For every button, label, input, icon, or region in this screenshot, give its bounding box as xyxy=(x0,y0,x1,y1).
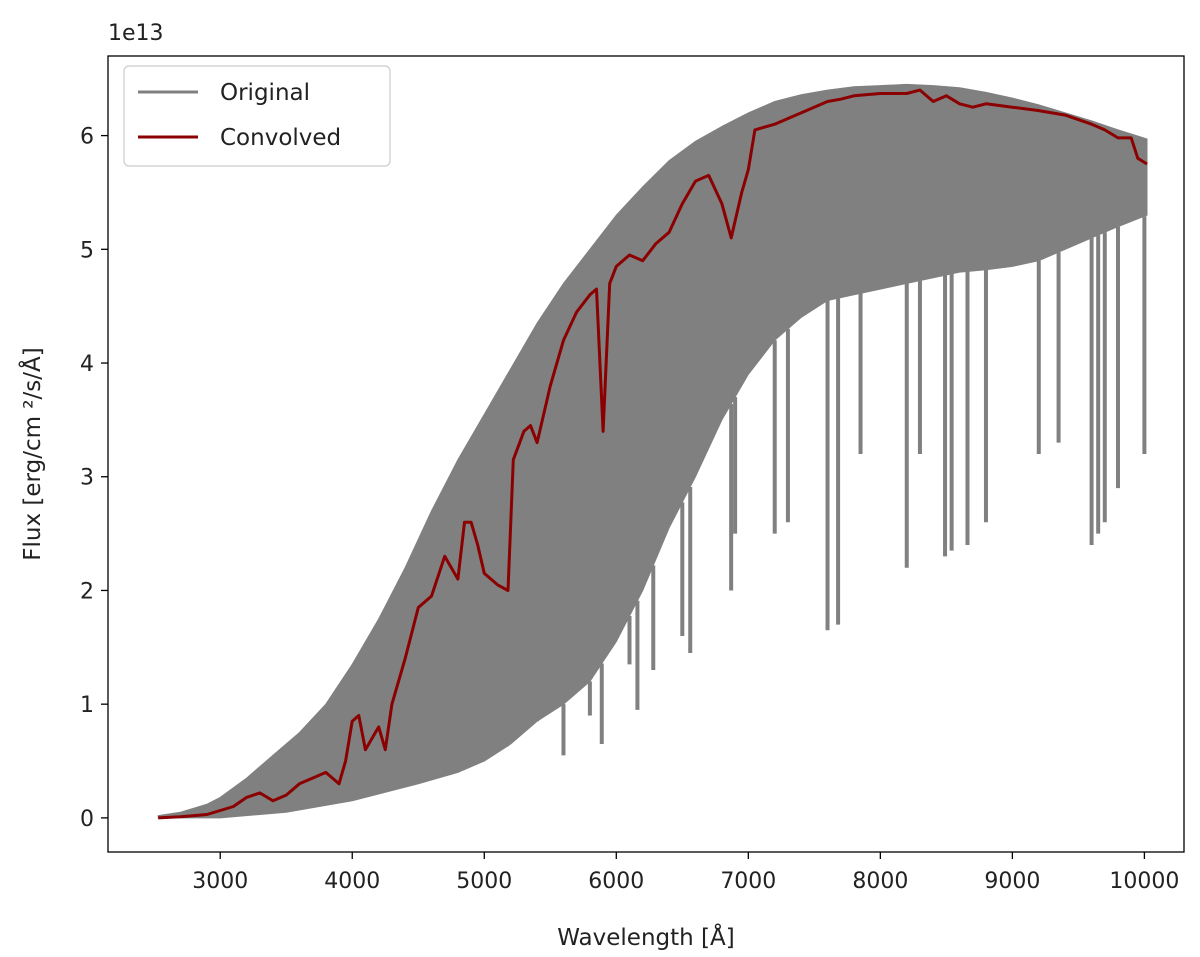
plot-area xyxy=(157,83,1148,820)
x-tick-label: 6000 xyxy=(588,869,644,894)
x-axis: 3000 4000 5000 6000 7000 8000 9000 10000 xyxy=(192,852,1179,894)
legend-label-original: Original xyxy=(220,80,310,106)
legend-label-convolved: Convolved xyxy=(220,125,341,151)
y-tick-label: 5 xyxy=(80,238,94,263)
convolved-spectrum-line xyxy=(158,88,1148,820)
x-tick-label: 4000 xyxy=(324,869,380,894)
x-axis-label: Wavelength [Å] xyxy=(557,923,734,951)
axes-frame xyxy=(107,55,1185,853)
y-axis-label: Flux [erg/cm ²/s/Å] xyxy=(18,347,46,560)
original-spectrum-band xyxy=(157,83,1148,819)
x-tick-label: 7000 xyxy=(720,869,776,894)
x-tick-label: 3000 xyxy=(192,869,248,894)
legend: Original Convolved xyxy=(123,65,391,167)
y-offset-text: 1e13 xyxy=(108,21,164,46)
y-tick-label: 4 xyxy=(80,352,94,377)
y-tick-label: 2 xyxy=(80,579,94,604)
x-tick-label: 10000 xyxy=(1109,869,1179,894)
x-tick-label: 5000 xyxy=(456,869,512,894)
y-tick-label: 0 xyxy=(80,807,94,832)
y-tick-label: 3 xyxy=(80,466,94,491)
y-tick-label: 1 xyxy=(80,693,94,718)
x-tick-label: 9000 xyxy=(984,869,1040,894)
y-axis: 0 1 2 3 4 5 6 xyxy=(80,125,108,832)
y-tick-label: 6 xyxy=(80,125,94,150)
x-tick-label: 8000 xyxy=(852,869,908,894)
